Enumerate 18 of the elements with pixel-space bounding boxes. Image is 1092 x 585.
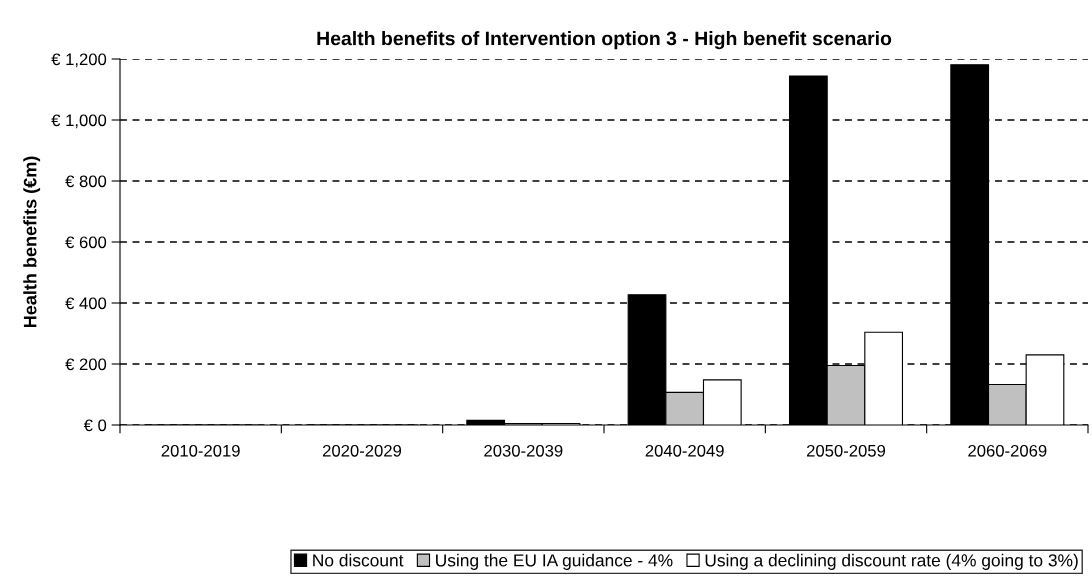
x-tick-label: 2010-2019 — [161, 444, 240, 457]
x-tick-label: 2060-2069 — [968, 444, 1047, 457]
x-tick-label: 2040-2049 — [645, 444, 724, 457]
chart-title: Health benefits of Intervention option 3 - High benefit scenario — [317, 31, 892, 50]
y-tick-label: € 400 — [65, 297, 107, 310]
legend-label: No discount — [313, 553, 404, 567]
y-tick-label: € 600 — [65, 236, 107, 249]
y-tick-label: € 1,200 — [51, 53, 107, 68]
x-tick-label: 2020-2029 — [322, 444, 402, 457]
legend-label: Using the EU IA guidance - 4% — [436, 553, 673, 570]
x-tick-label: 2050-2059 — [806, 444, 886, 457]
y-tick-label: € 800 — [65, 175, 107, 188]
x-tick-label: 2030-2039 — [484, 444, 563, 457]
legend-label: Using a declining discount rate (4% going to 3%) — [705, 553, 1078, 570]
y-tick-label: € 200 — [65, 358, 107, 371]
y-tick-label: € 0 — [83, 419, 107, 432]
y-tick-label: € 1,000 — [51, 114, 107, 129]
y-axis-title: Health benefits (€m) — [23, 156, 41, 328]
